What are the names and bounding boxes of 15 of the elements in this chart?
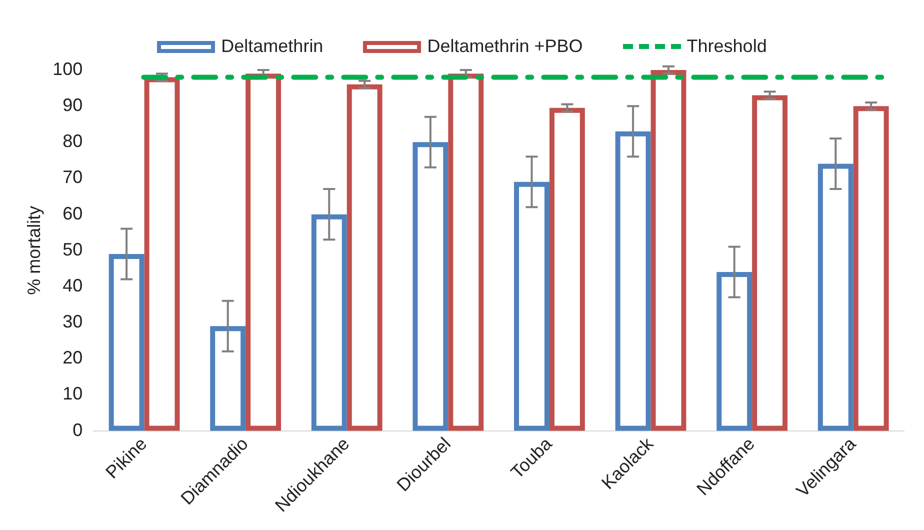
y-tick-label: 90 bbox=[62, 95, 83, 116]
y-tick-label: 60 bbox=[62, 203, 83, 224]
y-tick-label: 30 bbox=[62, 312, 83, 332]
y-tick-label: 70 bbox=[62, 167, 83, 188]
y-tick-label: 20 bbox=[62, 348, 83, 368]
y-tick-label: 80 bbox=[62, 131, 83, 152]
y-tick-label: 0 bbox=[72, 420, 83, 440]
y-tick-label: 100 bbox=[52, 58, 83, 79]
y-tick-label: 50 bbox=[62, 239, 83, 260]
y-axis-title: % mortality bbox=[24, 206, 44, 295]
y-tick-label: 40 bbox=[62, 275, 83, 296]
legend-label: Threshold bbox=[686, 36, 767, 57]
legend-label: Deltamethrin bbox=[221, 36, 324, 57]
y-tick-label: 10 bbox=[62, 384, 83, 404]
legend-label: Deltamethrin +PBO bbox=[427, 36, 583, 57]
